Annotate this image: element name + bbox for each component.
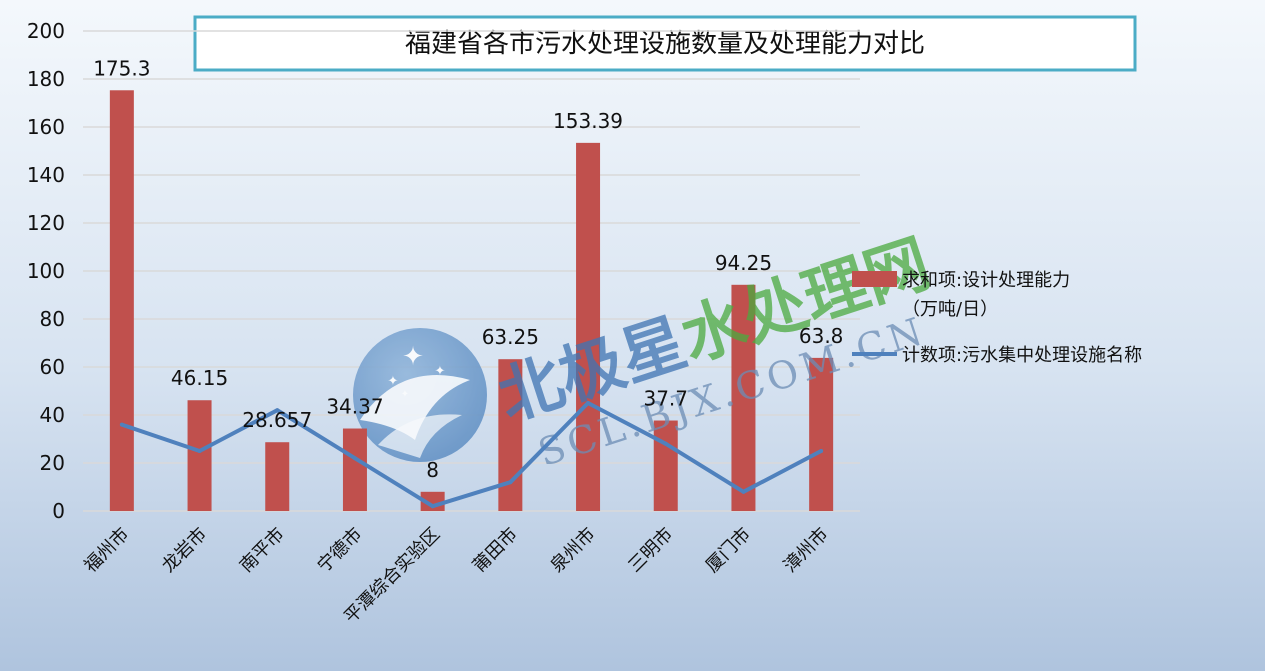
bar [187, 400, 212, 511]
watermark-logo-icon: ✦ ✦ ✦ ✦ [353, 328, 487, 462]
bar [265, 442, 290, 511]
bar [109, 90, 134, 511]
line-point [275, 408, 280, 413]
bar [653, 420, 678, 511]
svg-text:✦: ✦ [402, 342, 424, 372]
bar [342, 428, 367, 511]
y-tick-label: 160 [27, 115, 65, 139]
svg-text:✦: ✦ [401, 389, 409, 400]
y-axis-ticks: 0 20 40 60 80 100 120 140 160 180 200 [27, 19, 65, 523]
line-point [352, 456, 357, 461]
legend: 求和项:设计处理能力 （万吨/日） 计数项:污水集中处理设施名称 [852, 270, 1142, 366]
y-tick-label: 180 [27, 67, 65, 91]
bar-series [109, 90, 834, 511]
svg-text:✦: ✦ [388, 374, 399, 389]
y-tick-label: 20 [40, 451, 65, 475]
bar [498, 359, 523, 511]
y-tick-label: 40 [40, 403, 65, 427]
bar-data-label: 63.25 [482, 325, 539, 349]
legend-bar-label-line2: （万吨/日） [902, 299, 998, 320]
title-box: 福建省各市污水处理设施数量及处理能力对比 [193, 15, 1137, 72]
legend-line-label: 计数项:污水集中处理设施名称 [902, 345, 1142, 366]
bar-data-label: 153.39 [553, 109, 623, 133]
line-point [741, 489, 746, 494]
y-tick-label: 100 [27, 259, 65, 283]
line-point [119, 422, 124, 427]
legend-bar-swatch [852, 271, 897, 287]
bar-data-label: 28.657 [242, 408, 312, 432]
bar [576, 142, 601, 511]
bar-data-label: 63.8 [799, 324, 844, 348]
line-point [586, 401, 591, 405]
chart-title: 福建省各市污水处理设施数量及处理能力对比 [405, 29, 925, 59]
line-series [119, 401, 824, 509]
y-tick-label: 120 [27, 211, 65, 235]
line-path [121, 401, 823, 509]
line-point [430, 504, 435, 509]
svg-text:✦: ✦ [435, 364, 446, 379]
bar [731, 284, 756, 511]
title-frame [193, 15, 1137, 72]
bar-data-label: 94.25 [715, 251, 772, 275]
line-point [197, 449, 202, 453]
bar-data-label: 34.37 [326, 395, 383, 419]
y-tick-label: 60 [40, 355, 65, 379]
bar-data-label: 46.15 [171, 366, 228, 390]
y-tick-label: 200 [27, 19, 65, 43]
bar-data-label: 175.3 [93, 56, 150, 80]
data-labels: 175.3 46.15 28.657 34.37 8 63.25 153.39 37.7 94.… [93, 56, 843, 482]
bar [809, 357, 834, 511]
grid-layer [83, 30, 860, 512]
y-tick-label: 140 [27, 163, 65, 187]
bar-data-label: 8 [426, 458, 439, 482]
line-point [663, 441, 668, 446]
line-point [819, 449, 824, 453]
line-point [508, 480, 513, 485]
legend-bar-label-line1: 求和项:设计处理能力 [902, 270, 1070, 291]
bar-data-label: 37.7 [643, 387, 688, 411]
y-tick-label: 80 [40, 307, 65, 331]
y-tick-label: 0 [52, 499, 65, 523]
